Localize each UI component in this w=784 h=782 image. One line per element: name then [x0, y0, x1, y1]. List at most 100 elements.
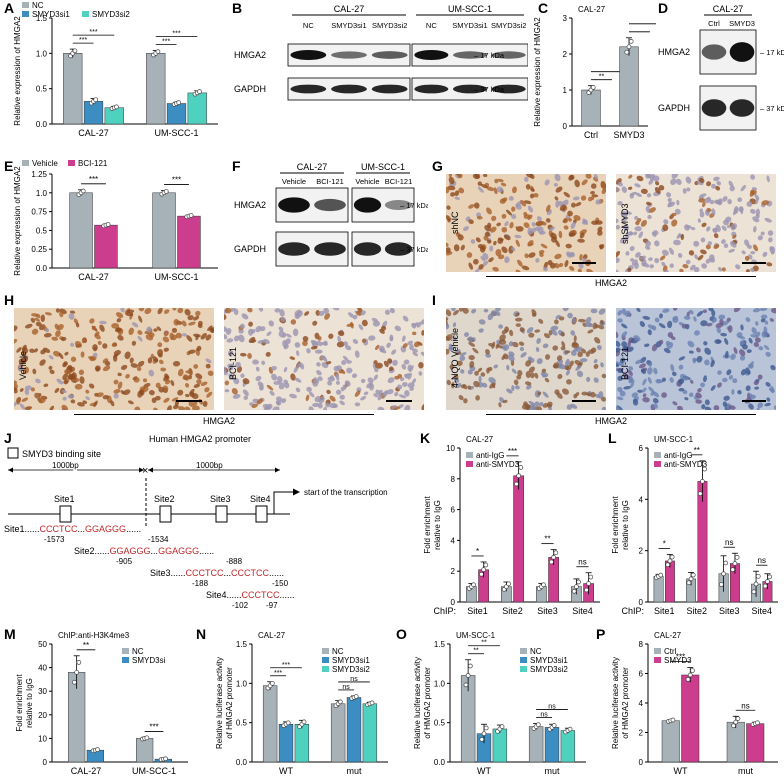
nucleus [375, 389, 381, 395]
nucleus [706, 322, 713, 327]
nucleus [62, 396, 67, 401]
nucleus [735, 264, 741, 270]
caption-rule [74, 414, 374, 415]
seq-row-site1: Site1......CCCTCC...GGAGGG...... -1573 [4, 524, 141, 544]
nucleus [92, 344, 98, 351]
nucleus [316, 370, 322, 376]
site-box-1 [59, 505, 72, 523]
nucleus [456, 383, 462, 389]
nucleus [280, 316, 286, 322]
data-point [105, 222, 111, 227]
x-tick-label: Site4 [572, 606, 593, 616]
nucleus [448, 343, 453, 351]
nucleus [669, 263, 674, 268]
nucleus [390, 405, 397, 410]
y-tick-label: 1 [563, 86, 568, 95]
ihc-label-vehicle: Vehicle [18, 350, 28, 380]
chart-e: 0.0 0.25 0.5 0.75 1.0 1.25 Relative expression… [13, 159, 218, 282]
nucleus [525, 370, 531, 379]
y-tick-label: 1.0 [434, 679, 446, 688]
x-tick-label: mut [738, 766, 754, 776]
nucleus [148, 369, 155, 377]
cell-line-label: CAL-27 [334, 4, 365, 14]
nucleus [748, 403, 754, 410]
nucleus [651, 231, 657, 237]
nucleus [590, 308, 598, 314]
nucleus [162, 336, 170, 343]
nucleus [227, 350, 234, 357]
nucleus [494, 308, 501, 312]
nucleus [257, 381, 263, 387]
nucleus [185, 393, 190, 398]
nucleus [193, 364, 199, 369]
ihc-label-4nqo-bci121: BCI-121 [620, 346, 630, 380]
blot-band [491, 84, 526, 94]
nucleus [64, 351, 69, 356]
sig-label: *** [89, 175, 98, 184]
legend-swatch [520, 666, 527, 672]
nucleus [570, 330, 576, 336]
nucleus [598, 308, 606, 315]
nucleus [446, 215, 452, 221]
y-tick-label: 10 [446, 444, 455, 453]
legend-label: Vehicle [32, 159, 58, 168]
sig-label: ** [83, 641, 89, 650]
nucleus [573, 215, 581, 221]
nucleus [418, 361, 424, 369]
nucleus [722, 401, 728, 407]
nucleus [99, 324, 105, 332]
caption-rule [486, 276, 756, 277]
nucleus [459, 355, 466, 362]
nucleus [278, 382, 285, 390]
y-tick-label: 4 [639, 495, 644, 504]
nucleus [137, 330, 143, 335]
nucleus [531, 312, 537, 317]
chart-p: 0 2 4 6 8 Relative luciferase activity of HMGA… [611, 631, 778, 776]
nucleus [302, 340, 308, 347]
nucleus [667, 197, 672, 203]
nucleus [667, 332, 674, 338]
nucleus [682, 264, 689, 269]
nucleus [617, 375, 623, 381]
nucleus [495, 248, 502, 257]
nucleus [329, 402, 337, 409]
nucleus [191, 393, 199, 400]
nucleus [205, 363, 211, 369]
nucleus [233, 377, 240, 385]
x-tick-label: UM-SCC-1 [155, 272, 199, 282]
nucleus [512, 186, 517, 194]
data-point [155, 49, 161, 54]
cell-line-label: CAL-27 [297, 162, 328, 172]
nucleus [545, 204, 551, 213]
nucleus [540, 371, 549, 378]
nucleus [389, 336, 394, 342]
nucleus [704, 399, 710, 406]
nucleus [757, 374, 763, 380]
nucleus [635, 192, 642, 197]
nucleus [460, 352, 467, 356]
nucleus [354, 390, 361, 397]
nucleus [593, 364, 599, 369]
nucleus [710, 360, 715, 368]
blot-row-label: GAPDH [234, 84, 266, 94]
nucleus [14, 338, 18, 344]
nucleus [468, 204, 475, 209]
nucleus [468, 355, 475, 361]
nucleus [699, 177, 705, 183]
nucleus [534, 406, 542, 410]
y-tick-label: 40 [38, 664, 47, 673]
nucleus [177, 308, 184, 314]
nucleus [92, 352, 98, 358]
data-point [658, 572, 664, 578]
y-tick-label: 6 [639, 444, 644, 453]
ihc-caption-i: HMGA2 [594, 416, 627, 426]
nucleus [755, 208, 760, 217]
nucleus [499, 334, 506, 342]
data-point [506, 581, 511, 587]
nucleus [531, 227, 537, 234]
nucleus [755, 321, 759, 326]
nucleus [711, 183, 716, 189]
nucleus [524, 176, 529, 183]
svg-text:-102: -102 [232, 601, 249, 610]
nucleus [580, 195, 587, 201]
